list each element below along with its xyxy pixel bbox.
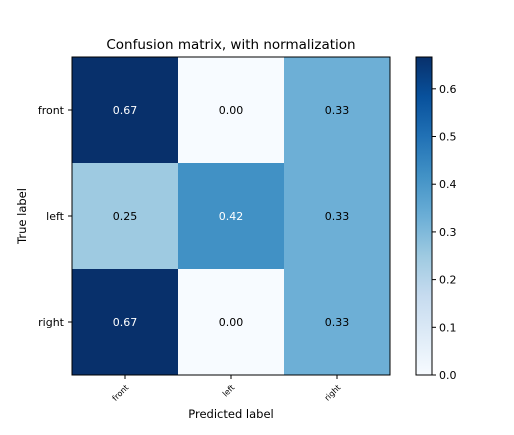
y-tick-label: right (38, 316, 65, 329)
y-axis-label: True label (15, 188, 29, 245)
colorbar-tick-label: 0.2 (439, 274, 457, 287)
cell-value-labels: 0.67 0.00 0.33 0.25 0.42 0.33 0.67 0.00 0.33 (113, 104, 350, 329)
chart-title: Confusion matrix, with normalization (106, 37, 355, 53)
heatmap-cell (72, 163, 178, 269)
x-tick-label: front (111, 383, 131, 403)
heatmap-cell (284, 163, 390, 269)
cell-value-label: 0.00 (219, 316, 244, 329)
heatmap-cell (178, 163, 284, 269)
heatmap-cell (178, 269, 284, 375)
colorbar-tick-label: 0.4 (439, 178, 457, 191)
x-tick-label: left (221, 383, 237, 399)
y-tick-label: front (38, 104, 65, 117)
x-axis-label: Predicted label (188, 407, 273, 421)
heatmap-cell (284, 269, 390, 375)
y-tick-label: left (46, 210, 65, 223)
x-tick-label: right (323, 383, 343, 403)
colorbar-ticks: 0.0 0.1 0.2 0.3 0.4 0.5 0.6 (432, 83, 457, 382)
colorbar-tick-label: 0.0 (439, 369, 457, 382)
heatmap-cell (72, 57, 178, 163)
heatmap-cells (72, 57, 390, 375)
heatmap-cell (178, 57, 284, 163)
colorbar-tick-label: 0.6 (439, 83, 457, 96)
cell-value-label: 0.42 (219, 210, 244, 223)
cell-value-label: 0.33 (325, 104, 350, 117)
cell-value-label: 0.25 (113, 210, 138, 223)
colorbar (415, 56, 433, 376)
colorbar-tick-label: 0.1 (439, 321, 457, 334)
heatmap-cell (284, 57, 390, 163)
cell-value-label: 0.67 (113, 316, 138, 329)
y-axis-ticks: front left right (38, 104, 72, 329)
cell-value-label: 0.33 (325, 210, 350, 223)
colorbar-tick-label: 0.5 (439, 131, 457, 144)
cell-value-label: 0.67 (113, 104, 138, 117)
x-axis-ticks: front left right (111, 375, 343, 403)
cell-value-label: 0.00 (219, 104, 244, 117)
cell-value-label: 0.33 (325, 316, 350, 329)
colorbar-tick-label: 0.3 (439, 226, 457, 239)
heatmap-cell (72, 269, 178, 375)
